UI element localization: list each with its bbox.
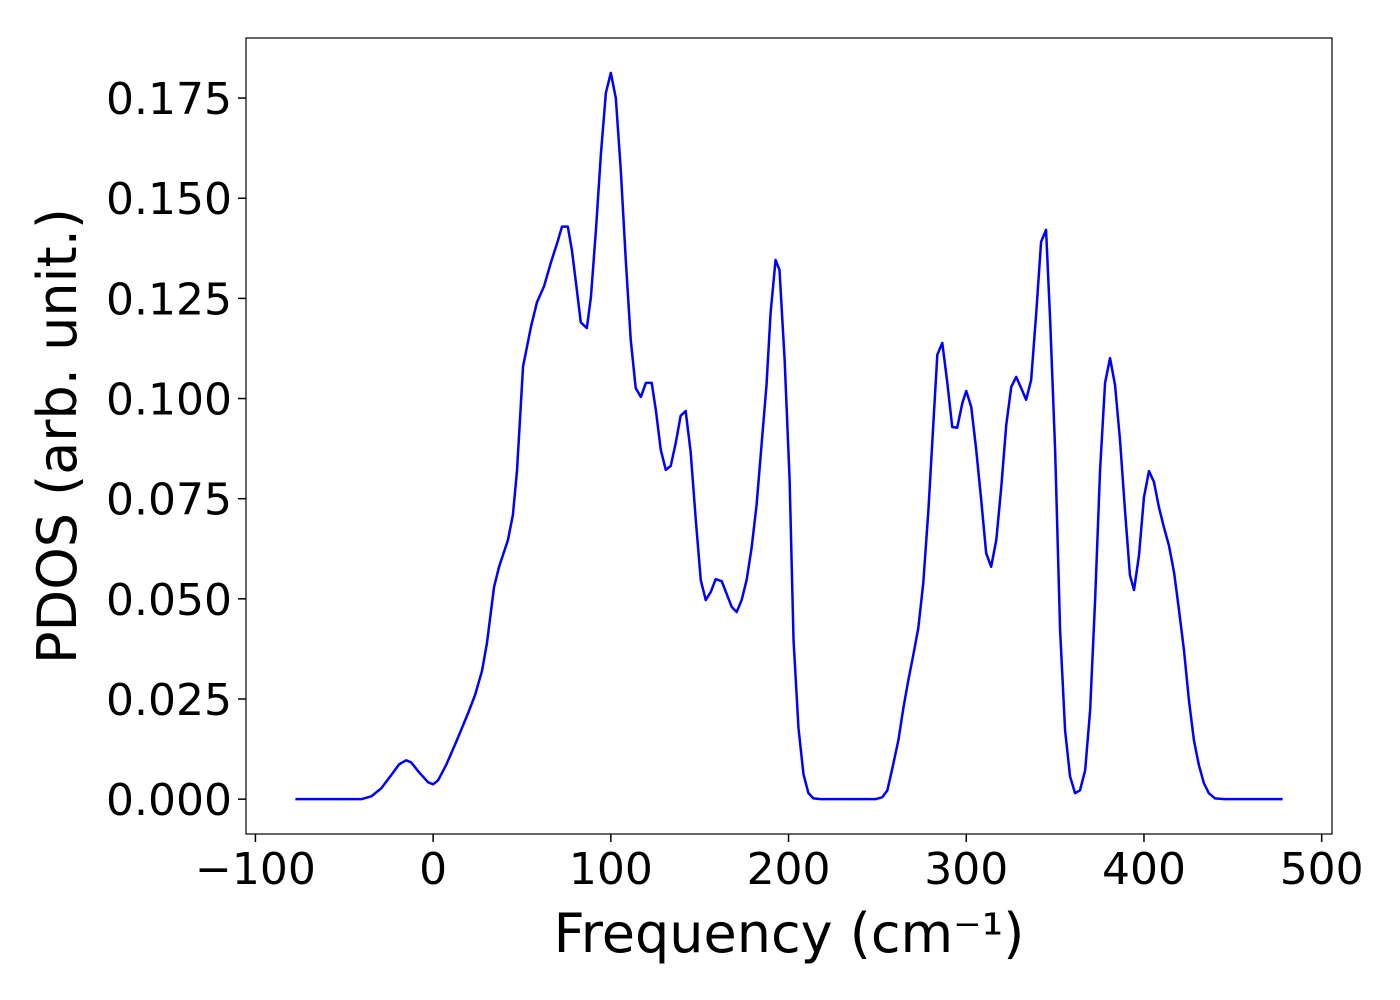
y-tick-label: 0.000	[106, 775, 232, 826]
y-tick-label: 0.175	[106, 74, 232, 125]
line	[295, 71, 1283, 801]
y-tick-label: 0.050	[106, 575, 232, 626]
x-tick-label: −100	[195, 844, 316, 895]
x-axis-label: Frequency (cm⁻¹)	[554, 902, 1025, 965]
y-axis-label: PDOS (arb. unit.)	[26, 208, 89, 664]
y-tick-label: 0.125	[106, 274, 232, 325]
x-tick-label: 400	[1102, 844, 1186, 895]
plot-frame	[245, 37, 1333, 835]
x-tick-label: 200	[747, 844, 831, 895]
y-tick-label: 0.150	[106, 174, 232, 225]
y-tick-label: 0.100	[106, 375, 232, 426]
y-tick-label: 0.025	[106, 675, 232, 726]
y-tick-label: 0.075	[106, 475, 232, 526]
x-tick-label: 0	[419, 844, 447, 895]
x-tick-label: 500	[1280, 844, 1364, 895]
x-tick-label: 300	[924, 844, 1008, 895]
x-tick-label: 100	[569, 844, 653, 895]
